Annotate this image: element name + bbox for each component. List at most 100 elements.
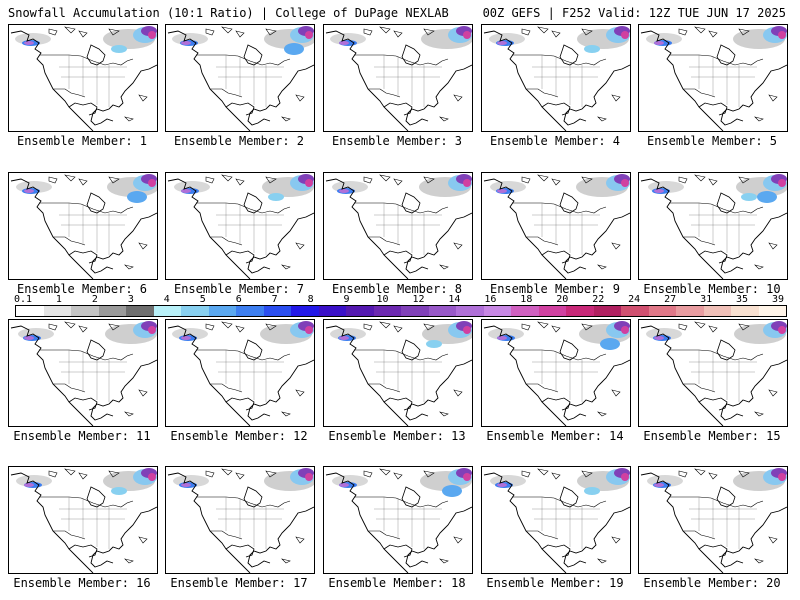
north-america-map [640, 468, 787, 573]
snow-shading-purple [181, 189, 191, 193]
snow-shading-magenta [305, 31, 313, 39]
ensemble-member-label: Ensemble Member: 1 [16, 134, 148, 148]
snow-shading-light-blue [268, 193, 284, 201]
snowfall-colorbar [15, 305, 787, 317]
snow-shading-purple [339, 189, 349, 193]
north-america-map [325, 26, 472, 131]
snow-shading-magenta [621, 31, 629, 39]
snow-shading-blue [757, 191, 777, 203]
colorbar-tick-label: 31 [700, 294, 713, 305]
colorbar-segment [181, 306, 209, 316]
north-america-map [483, 468, 630, 573]
north-america-map [325, 321, 472, 426]
ensemble-member-label: Ensemble Member: 20 [643, 576, 781, 590]
snow-shading-magenta [148, 473, 156, 481]
snow-shading-magenta [305, 473, 313, 481]
ensemble-member-map [8, 466, 158, 574]
colorbar-tick-label: 18 [520, 294, 533, 305]
snow-shading-light-blue [741, 193, 757, 201]
ensemble-member-label: Ensemble Member: 19 [486, 576, 624, 590]
snow-shading-purple [24, 41, 34, 45]
ensemble-member-map [638, 466, 788, 574]
snow-shading-magenta [463, 179, 471, 187]
colorbar-segment [566, 306, 594, 316]
colorbar-segment [731, 306, 759, 316]
ensemble-member-label: Ensemble Member: 13 [328, 429, 466, 443]
snow-shading-magenta [621, 326, 629, 334]
snow-shading-magenta [778, 31, 786, 39]
colorbar-tick-label: 10 [376, 294, 389, 305]
north-america-map [640, 26, 787, 131]
snow-shading-light-blue [111, 45, 127, 53]
north-america-map [483, 321, 630, 426]
colorbar-segment [676, 306, 704, 316]
snow-shading-magenta [148, 179, 156, 187]
north-america-map [167, 174, 314, 279]
ensemble-member-label: Ensemble Member: 4 [489, 134, 621, 148]
ensemble-member-map [481, 172, 631, 280]
colorbar-segment [648, 306, 676, 316]
snow-shading-purple [24, 189, 34, 193]
snow-shading-magenta [148, 31, 156, 39]
ensemble-member-map [8, 172, 158, 280]
snow-shading-magenta [778, 179, 786, 187]
ensemble-member-label: Ensemble Member: 11 [13, 429, 151, 443]
ensemble-member-map [165, 466, 315, 574]
snow-shading-purple [24, 483, 34, 487]
north-america-map [325, 468, 472, 573]
snow-shading-purple [654, 483, 664, 487]
ensemble-member-map [165, 319, 315, 427]
snow-shading-blue [600, 338, 620, 350]
north-america-map [167, 321, 314, 426]
colorbar-segment [483, 306, 511, 316]
ensemble-member-map [481, 319, 631, 427]
snow-shading-purple [497, 189, 507, 193]
colorbar-segment [621, 306, 649, 316]
ensemble-member-map [165, 172, 315, 280]
model-valid-time: 00Z GEFS | F252 Valid: 12Z TUE JUN 17 20… [482, 6, 786, 20]
colorbar-tick-label: 4 [163, 294, 170, 305]
snow-shading-purple [654, 41, 664, 45]
ensemble-member-label: Ensemble Member: 17 [170, 576, 308, 590]
north-america-map [640, 321, 787, 426]
ensemble-member-map [323, 466, 473, 574]
snow-shading-magenta [621, 179, 629, 187]
snow-shading-light-blue [584, 487, 600, 495]
colorbar-segment [538, 306, 566, 316]
ensemble-member-label: Ensemble Member: 5 [646, 134, 778, 148]
snow-shading-purple [339, 483, 349, 487]
colorbar-segment [346, 306, 374, 316]
snow-shading-purple [497, 483, 507, 487]
snow-shading-magenta [463, 473, 471, 481]
colorbar-tick-label: 20 [556, 294, 569, 305]
ensemble-member-map [638, 24, 788, 132]
colorbar-segment [703, 306, 731, 316]
ensemble-member-map [481, 466, 631, 574]
ensemble-member-map [8, 319, 158, 427]
colorbar-segment [98, 306, 126, 316]
snow-shading-magenta [778, 473, 786, 481]
snow-shading-light-blue [111, 487, 127, 495]
ensemble-member-map [638, 319, 788, 427]
colorbar-tick-label: 9 [343, 294, 350, 305]
colorbar-tick-label: 5 [199, 294, 206, 305]
snow-shading-magenta [463, 326, 471, 334]
colorbar-tick-label: 39 [771, 294, 785, 305]
colorbar-segment [71, 306, 99, 316]
snow-shading-blue [284, 43, 304, 55]
colorbar-segment [16, 306, 44, 316]
colorbar-segment [401, 306, 429, 316]
snow-shading-purple [654, 189, 664, 193]
ensemble-member-map [323, 172, 473, 280]
north-america-map [640, 174, 787, 279]
ensemble-member-label: Ensemble Member: 7 [173, 282, 305, 296]
ensemble-member-label: Ensemble Member: 18 [328, 576, 466, 590]
colorbar-segment [511, 306, 539, 316]
snow-shading-light-blue [426, 340, 442, 348]
snow-shading-purple [654, 336, 664, 340]
colorbar-segment [456, 306, 484, 316]
colorbar-tick-label: 3 [127, 294, 134, 305]
colorbar-tick-label: 8 [307, 294, 314, 305]
snow-shading-purple [497, 336, 507, 340]
colorbar-tick-label: 7 [271, 294, 278, 305]
